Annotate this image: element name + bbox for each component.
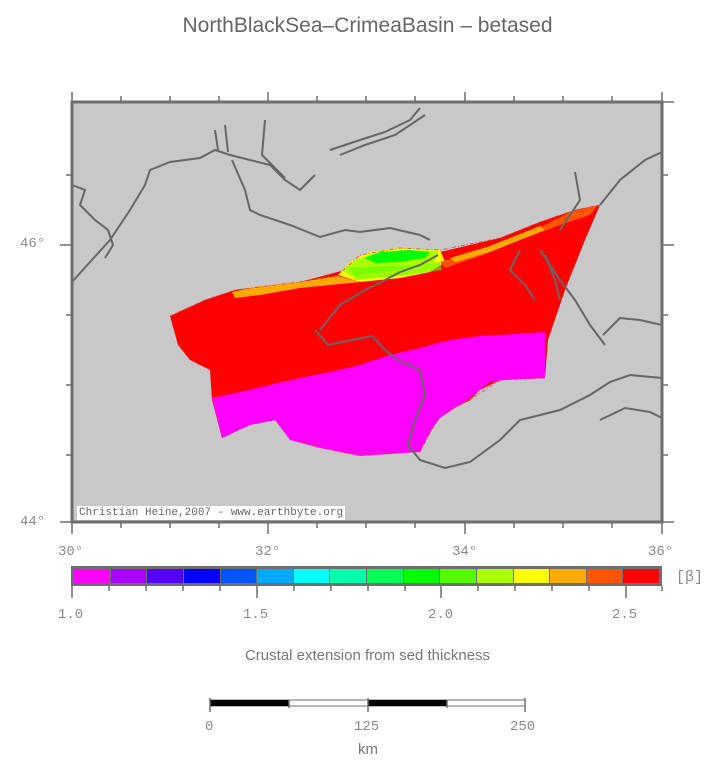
scale-label-125: 125 <box>354 719 380 735</box>
colorbar-tick-2-0: 2.0 <box>428 607 454 623</box>
colorbar-cell <box>183 569 221 583</box>
coastlines <box>71 107 663 470</box>
colorbar-tick-2-5: 2.5 <box>612 607 638 623</box>
colorbar-caption: Crustal extension from sed thickness <box>244 647 491 664</box>
map-canvas <box>60 92 674 534</box>
lon-label-30: 30° <box>58 544 84 560</box>
colorbar-cell <box>476 569 514 583</box>
scale-label-0: 0 <box>205 719 214 735</box>
credit-label: Christian Heine,2007 - www.earthbyte.org <box>77 506 346 520</box>
colorbar-cell <box>147 569 184 583</box>
lat-label-46: 46° <box>20 236 46 252</box>
beta-heatmap <box>169 204 601 456</box>
lon-label-34: 34° <box>452 544 478 560</box>
colorbar-cell <box>403 569 441 583</box>
colorbar-cell <box>513 569 551 583</box>
map-title: NorthBlackSea–CrimeaBasin – betased <box>182 14 553 37</box>
colorbar-cell <box>440 569 477 583</box>
colorbar-cell <box>110 569 148 583</box>
colorbar-cell <box>623 569 659 583</box>
colorbar-ticks <box>71 586 663 598</box>
lat-label-44: 44° <box>20 514 46 530</box>
colorbar-cell <box>74 569 111 583</box>
colorbar-unit-label: [β] <box>676 569 704 586</box>
colorbar <box>71 566 662 586</box>
scale-bar <box>209 698 526 712</box>
lon-label-36: 36° <box>648 544 674 560</box>
colorbar-tick-1-0: 1.0 <box>58 607 84 623</box>
axis-ticks <box>60 92 674 534</box>
scale-label-250: 250 <box>510 719 536 735</box>
lon-label-32: 32° <box>255 544 281 560</box>
scale-unit-label: km <box>358 741 378 758</box>
colorbar-cell <box>586 569 624 583</box>
colorbar-cell <box>220 569 258 583</box>
colorbar-cell <box>330 569 367 583</box>
colorbar-cell <box>257 569 294 583</box>
colorbar-cell <box>367 569 404 583</box>
colorbar-cell <box>293 569 331 583</box>
colorbar-tick-1-5: 1.5 <box>243 607 269 623</box>
colorbar-cell <box>550 569 587 583</box>
map-frame <box>70 100 664 524</box>
